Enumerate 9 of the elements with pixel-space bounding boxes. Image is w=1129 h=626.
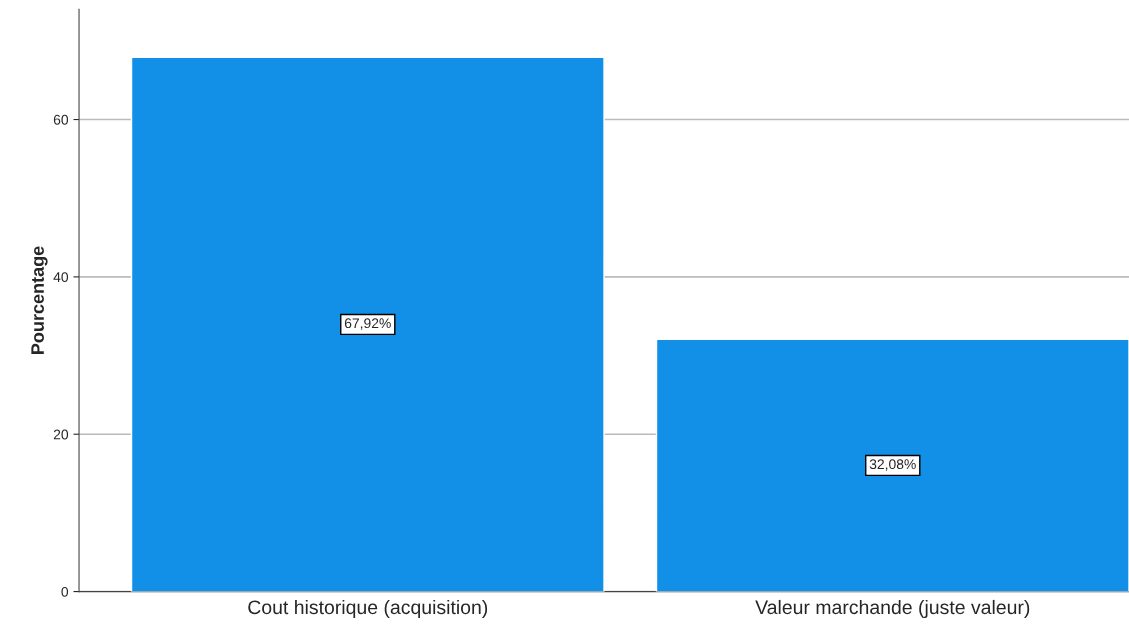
y-tick-label: 40 (53, 272, 69, 283)
y-tick-label: 60 (53, 114, 69, 125)
y-axis-title: Pourcentage (31, 246, 48, 354)
y-tick-label: 0 (61, 586, 69, 597)
x-tick-label: Cout historique (acquisition) (248, 599, 488, 619)
x-tick-label: Valeur marchande (juste valeur) (755, 599, 1030, 619)
y-tick-label: 20 (53, 429, 69, 440)
data-label: 67,92% (344, 318, 391, 330)
data-label: 32,08% (869, 459, 916, 471)
